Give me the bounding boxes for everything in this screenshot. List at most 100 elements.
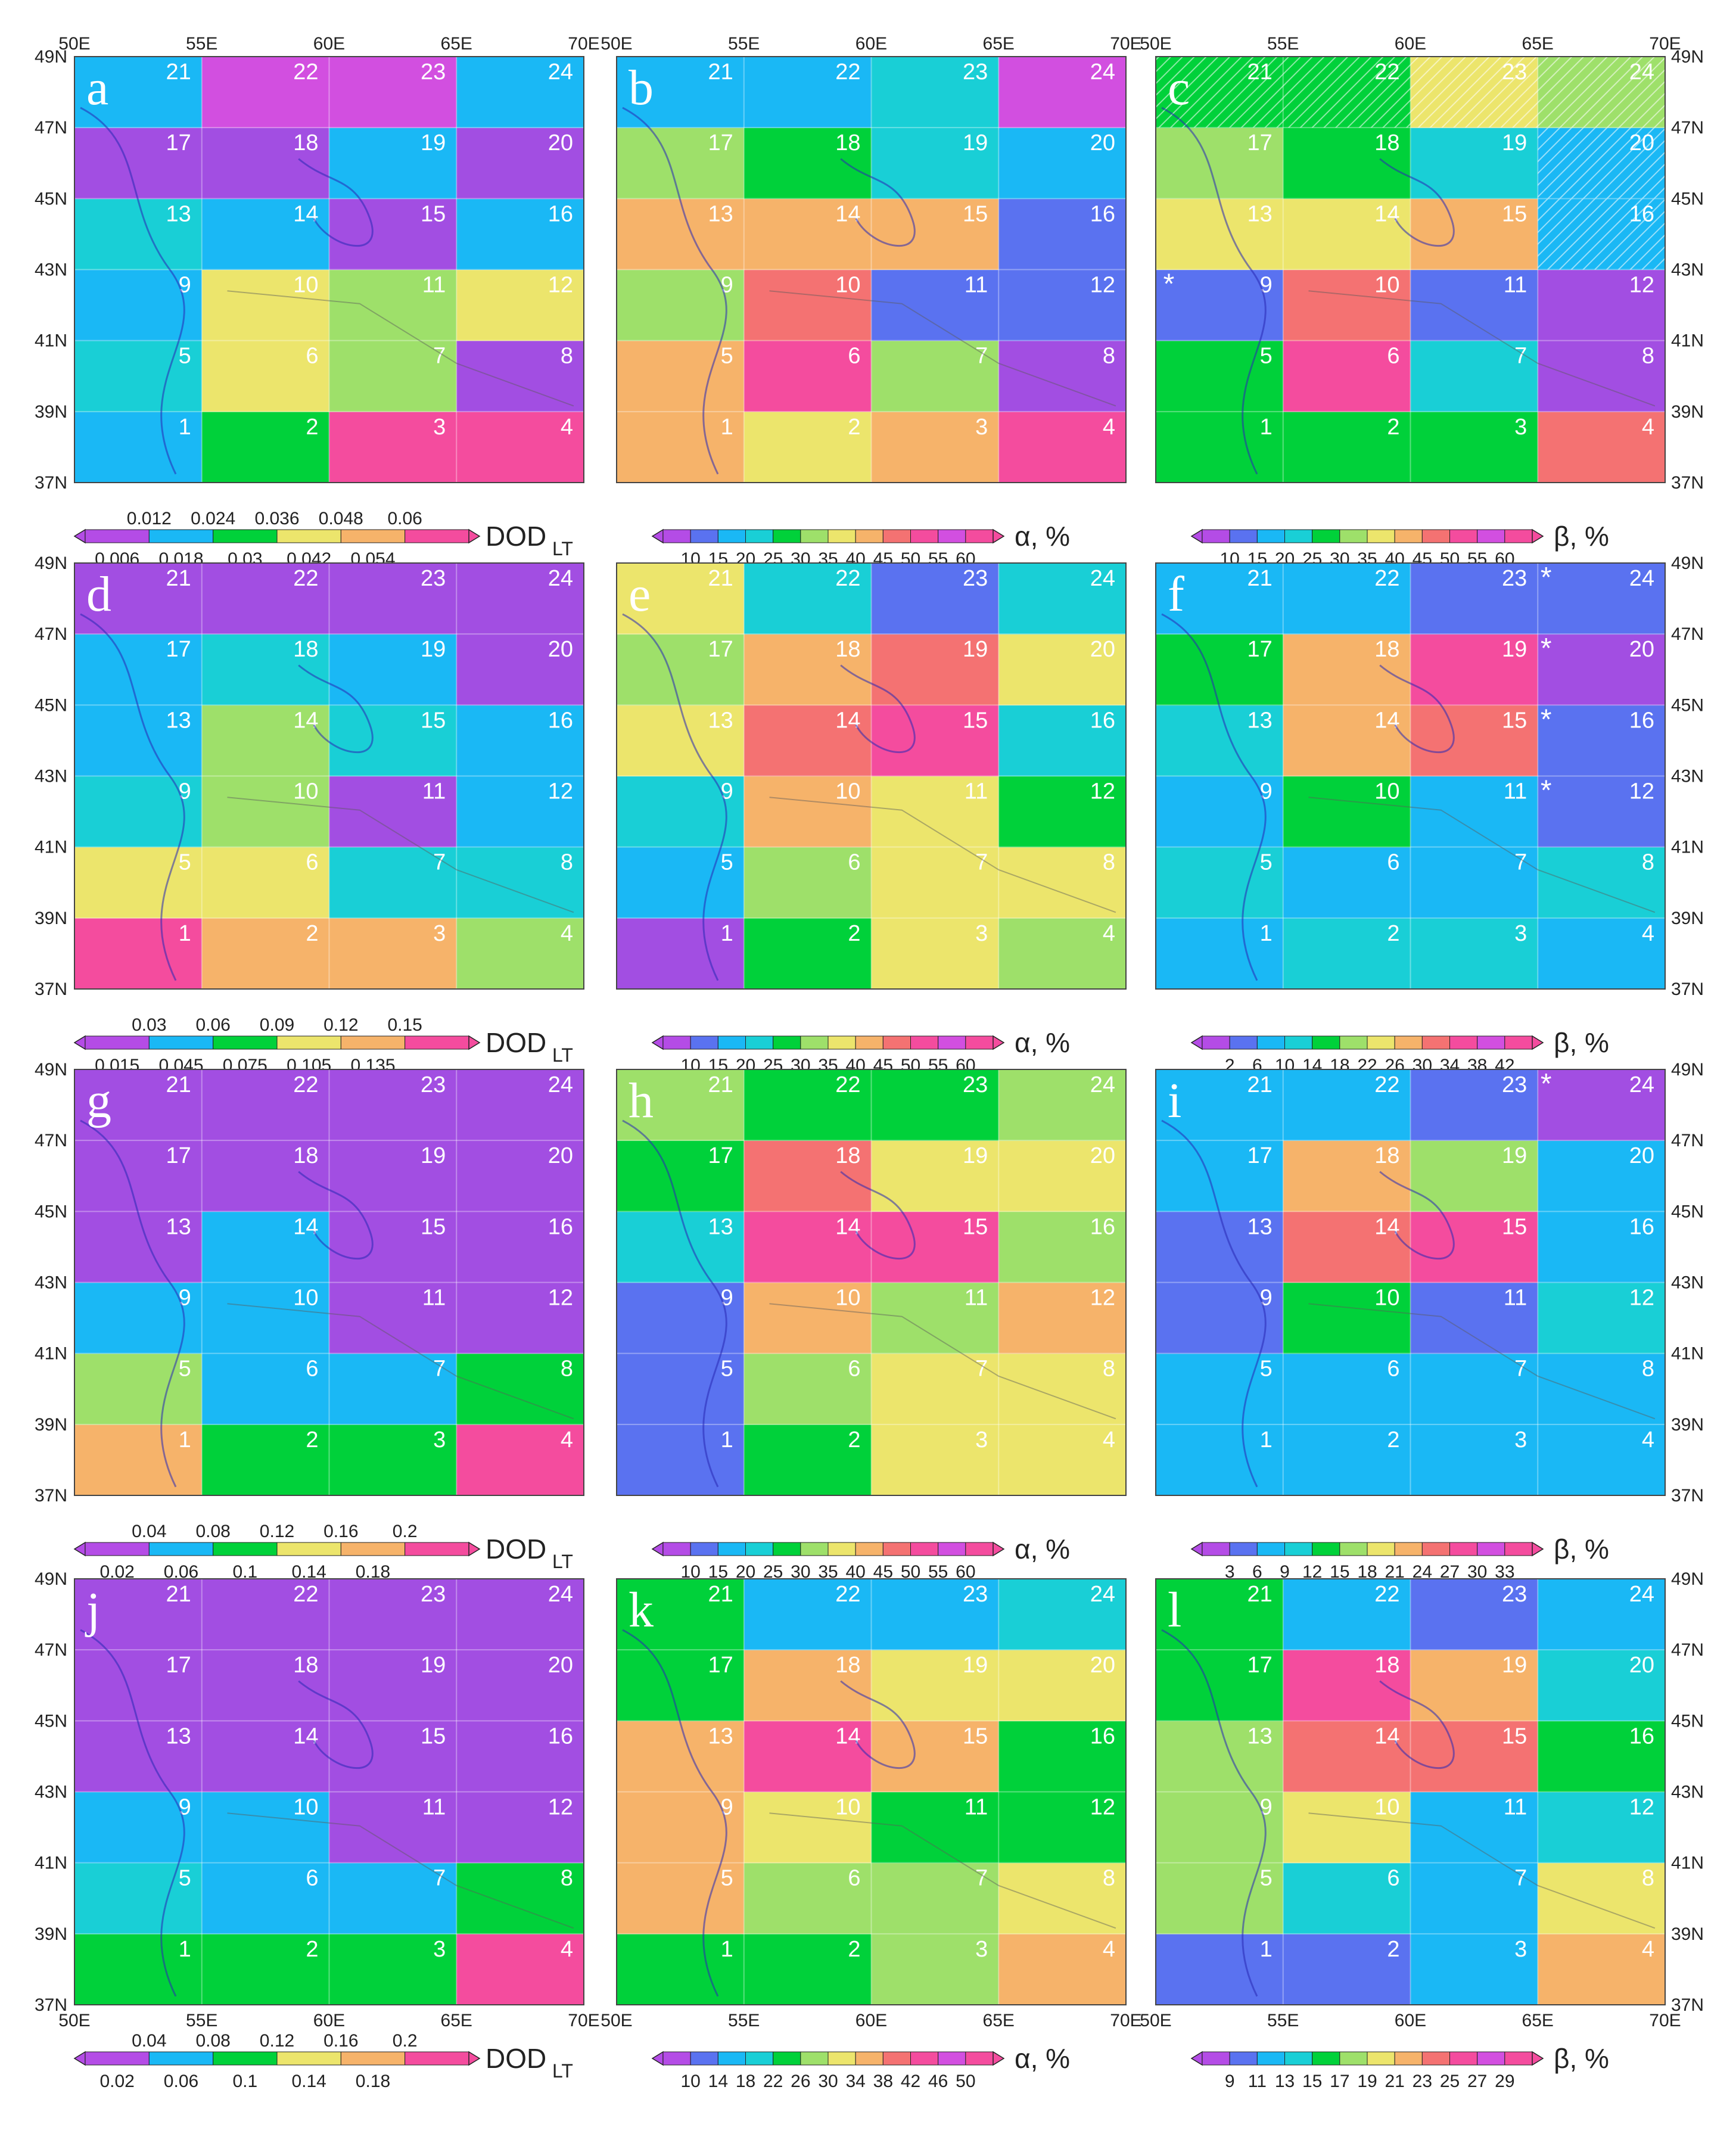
caspian-coastline [622,613,727,981]
grid-cell [1283,127,1411,199]
latitude-tick: 47N [35,1131,67,1150]
grid-cell-hatch [1538,198,1665,270]
cell-number: 23 [963,60,988,85]
grid-cell [617,198,745,270]
cell-number: 20 [1629,637,1654,662]
grid-cell [201,1353,329,1425]
longitude-tick: 60E [313,2011,345,2030]
cell-number: 11 [422,1286,446,1311]
caspian-coastline [80,1119,185,1488]
grid-cell [329,1650,457,1721]
grid-cell [329,634,457,705]
cell-number: 7 [1514,344,1527,369]
grid-cell [1410,198,1538,270]
colorbar-i-arrow-right [1532,1541,1544,1557]
latitude-tick: 43N [35,1783,67,1802]
border-line [227,1812,574,1929]
cell-number: 4 [1642,1937,1654,1962]
cell-number: 17 [1247,130,1272,155]
latitude-tick: 43N [1671,260,1704,280]
grid-cell [617,776,745,848]
cell-number: 24 [1629,1582,1654,1607]
latitude-tick: 45N [35,695,67,715]
grid-cell [1538,1933,1666,2005]
colorbar-e-segment [855,1035,883,1050]
grid-cell [617,1579,745,1650]
cell-number: 19 [421,1143,446,1168]
grid-cell [1156,705,1284,776]
cell-number: 10 [1374,1286,1399,1311]
cell-number: 23 [1502,60,1527,85]
colorbar-h-segment [965,1542,994,1556]
colorbar-tick: 19 [1357,2072,1377,2091]
cell-number: 18 [835,1143,860,1168]
grid-cell [743,57,872,128]
cell-number: 21 [166,1582,191,1607]
colorbar-f-segment [1421,1035,1450,1050]
panel-letter: e [629,567,651,622]
grid-cell [201,1069,329,1141]
grid-cell [329,57,457,128]
colorbar-g-segment [85,1542,150,1556]
longitude-tick: 50E [601,2011,632,2030]
cell-number: 4 [561,415,573,440]
colorbar-b-segment [800,529,829,543]
colorbar-f-segment [1477,1035,1505,1050]
grid-cell [201,634,329,705]
colorbar-tick: 0.048 [319,509,363,528]
grid-cell [871,1424,999,1496]
cell-number: 15 [963,1214,988,1239]
cell-number: 6 [1387,850,1399,875]
cell-number: 1 [179,1427,191,1453]
grid-cell [1410,269,1538,341]
latitude-tick: 43N [35,767,67,786]
grid-cell [998,198,1127,270]
colorbar-c-arrow-left [1190,528,1203,544]
grid-cell [1538,340,1666,412]
grid-cell [329,1792,457,1864]
cell-number: 21 [708,1072,733,1097]
latitude-tick: 41N [1671,1853,1704,1873]
grid-cell [74,634,203,705]
latitude-tick: 41N [35,1344,67,1364]
cell-number: 14 [1374,1724,1399,1749]
grid-cell [1283,1211,1411,1283]
grid-cell [617,127,745,199]
colorbar-l-arrow-left [1190,2051,1203,2066]
colorbar-tick: 0.1 [232,2072,257,2091]
caspian-coastline [1161,1119,1267,1488]
colorbar-label: DOD [486,521,546,552]
grid-cell [74,563,203,635]
colorbar-tick: 17 [1330,2072,1349,2091]
latitude-tick: 49N [35,47,67,67]
cell-number: 9 [721,273,733,298]
cell-number: 24 [548,60,573,85]
colorbar-j-segment [276,2051,341,2066]
colorbar-l-segment [1256,2051,1285,2066]
colorbar-g-segment [276,1542,341,1556]
grid-cell [1156,563,1284,635]
latitude-tick: 49N [1671,553,1704,573]
cell-number: 22 [1374,1072,1399,1097]
cell-number: 20 [1090,1653,1115,1678]
panel-frame [616,1069,1127,1496]
grid-cell [1538,269,1666,341]
grid-cell [1538,563,1666,635]
latitude-tick: 37N [35,979,67,999]
cell-number: 6 [306,344,318,369]
grid-cell [1156,1862,1284,1934]
grid-cell [1538,1792,1666,1864]
panel-frame [616,562,1127,990]
grid-cell [201,1792,329,1864]
grid-cell [871,411,999,483]
cell-number: 1 [1260,921,1273,946]
grid-cell [329,127,457,199]
grid-cell [1283,1282,1411,1354]
colorbar-tick: 0.2 [393,2031,418,2051]
grid-cell [998,1140,1127,1212]
cell-number: 23 [421,1072,446,1097]
cell-number: 16 [1090,201,1115,226]
colorbar-a-segment [276,529,341,543]
aral-coastline [840,1680,916,1769]
